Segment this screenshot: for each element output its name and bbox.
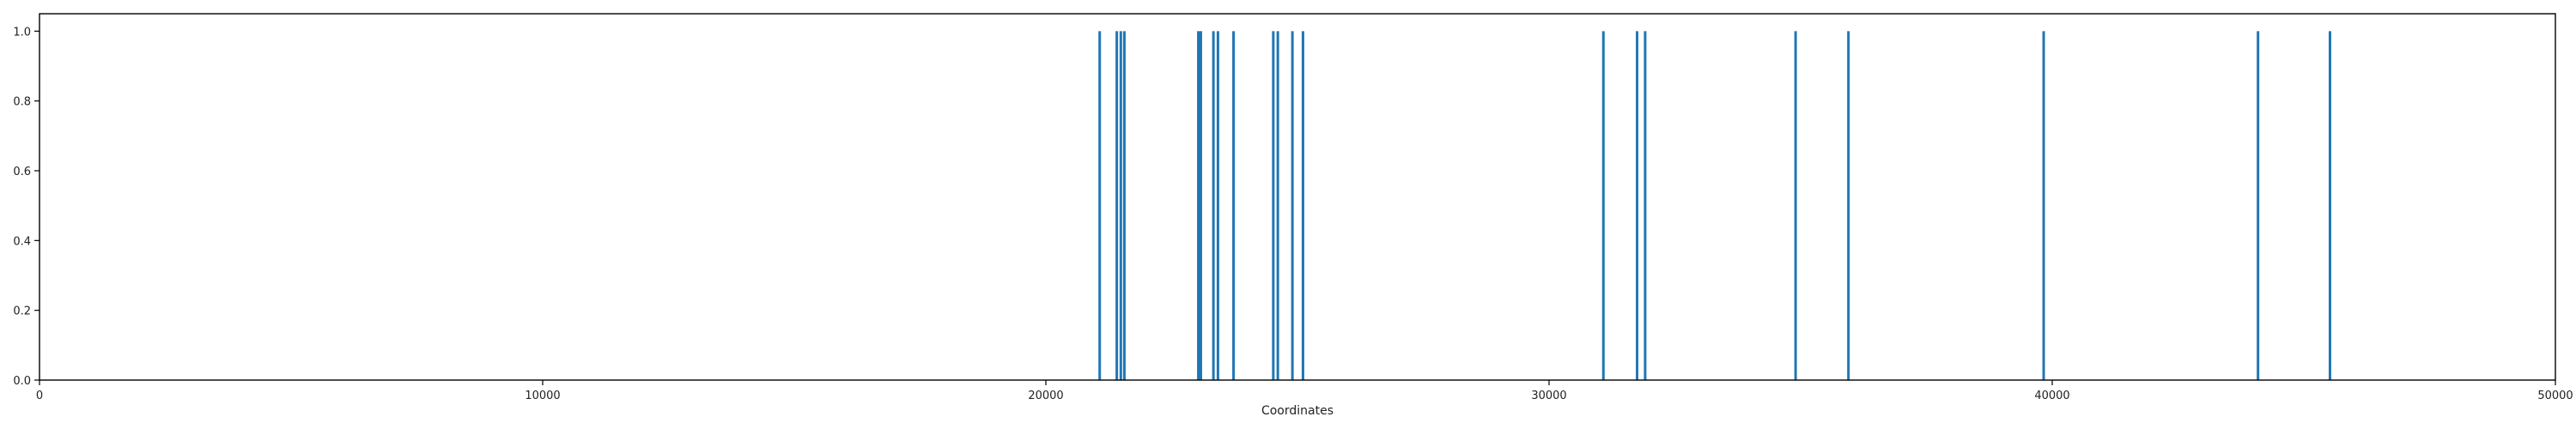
- y-tick-label: 0.6: [13, 166, 31, 178]
- bar: [2328, 31, 2331, 380]
- bar: [2257, 31, 2260, 380]
- y-tick-label: 0.4: [13, 235, 31, 248]
- x-tick-label: 0: [36, 390, 43, 402]
- y-tick-label: 1.0: [13, 26, 31, 39]
- bar: [1119, 31, 1122, 380]
- bar: [1301, 31, 1304, 380]
- x-tick-label: 10000: [525, 390, 560, 402]
- bar: [1232, 31, 1236, 380]
- bars: [1098, 31, 2331, 380]
- bar: [1197, 31, 1200, 380]
- bar: [1272, 31, 1275, 380]
- bar: [1636, 31, 1639, 380]
- y-tick-label: 0.8: [13, 96, 31, 109]
- x-tick-label: 40000: [2034, 390, 2069, 402]
- bar: [1212, 31, 1215, 380]
- bar: [1115, 31, 1119, 380]
- bar: [1643, 31, 1647, 380]
- bar: [1847, 31, 1850, 380]
- x-axis-label: Coordinates: [1261, 404, 1334, 418]
- y-tick-label: 0.2: [13, 305, 31, 318]
- x-tick-label: 30000: [1531, 390, 1566, 402]
- plot-frame: [39, 13, 2556, 381]
- bar: [2042, 31, 2045, 380]
- x-tick-label: 20000: [1028, 390, 1063, 402]
- bar: [1601, 31, 1605, 380]
- bar: [1276, 31, 1279, 380]
- y-tick-label: 0.0: [13, 375, 31, 388]
- x-tick-label: 50000: [2537, 390, 2573, 402]
- bar: [1122, 31, 1126, 380]
- bar: [1794, 31, 1797, 380]
- bar: [1199, 31, 1202, 380]
- axis-ticks: 0 10000 20000 30000 40000 50000 0.0 0.2 0.4 0.6 0.…: [13, 26, 2573, 402]
- bar: [1216, 31, 1219, 380]
- bar: [1098, 31, 1102, 380]
- bar: [1291, 31, 1294, 380]
